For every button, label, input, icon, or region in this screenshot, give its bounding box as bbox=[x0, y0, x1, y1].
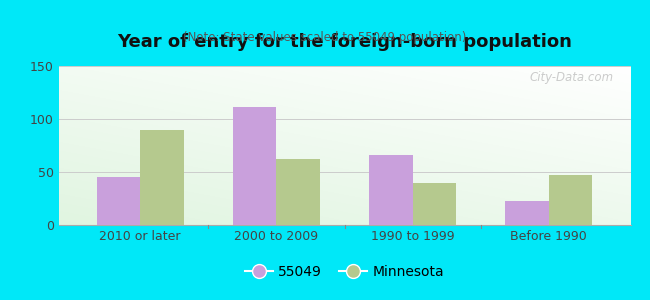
Text: (Note: State values scaled to 55049 population): (Note: State values scaled to 55049 popu… bbox=[183, 32, 467, 44]
Legend: 55049, Minnesota: 55049, Minnesota bbox=[240, 260, 449, 285]
Bar bbox=[233, 107, 276, 225]
Title: Year of entry for the foreign-born population: Year of entry for the foreign-born popul… bbox=[117, 33, 572, 51]
Bar bbox=[549, 175, 592, 225]
Text: City-Data.com: City-Data.com bbox=[529, 71, 614, 84]
Bar bbox=[369, 155, 413, 225]
Bar bbox=[276, 159, 320, 225]
Bar bbox=[97, 177, 140, 225]
Bar bbox=[505, 201, 549, 225]
Bar bbox=[140, 130, 184, 225]
Bar bbox=[413, 183, 456, 225]
